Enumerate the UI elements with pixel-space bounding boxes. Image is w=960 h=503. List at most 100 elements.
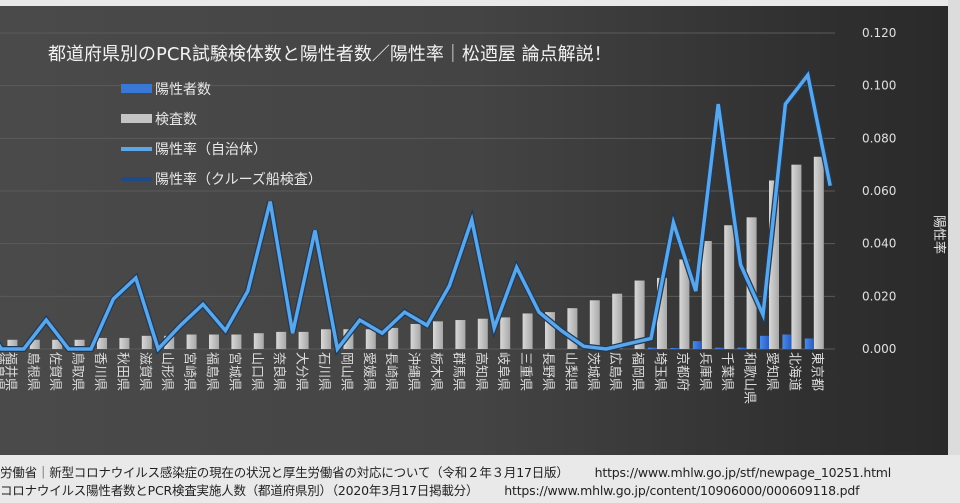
- x-tick-label: 福岡県: [630, 352, 645, 391]
- x-tick-label: 大分県: [294, 352, 309, 391]
- tests-bar: [679, 259, 690, 349]
- x-tick-label: 三重県: [518, 352, 534, 391]
- x-tick-label: 島根県: [25, 352, 40, 391]
- x-tick-label: 東京都: [809, 352, 825, 391]
- positive-bar: [692, 341, 702, 349]
- tests-bar: [298, 331, 309, 349]
- positive-bars: [648, 334, 814, 349]
- legend-swatch: [121, 147, 152, 151]
- positive-bar: [670, 348, 680, 349]
- tests-bar: [612, 293, 623, 349]
- y-tick-label: 0.120: [862, 26, 896, 40]
- tests-bar: [724, 225, 735, 349]
- x-tick-label: 石川県: [316, 352, 331, 391]
- tests-bar: [321, 329, 331, 349]
- x-tick-label: 長野県: [540, 352, 555, 391]
- x-tick-label: 香川県: [92, 352, 107, 391]
- y-tick-label: 0.080: [862, 131, 896, 145]
- legend-swatch: [121, 84, 152, 93]
- tests-bar: [545, 312, 555, 349]
- page-edge: [948, 0, 960, 455]
- x-tick-label: 佐賀県: [47, 352, 62, 391]
- x-tick-label: 茨城県: [585, 352, 600, 391]
- tests-bar: [433, 321, 443, 349]
- source-1-url[interactable]: https://www.mhlw.go.jp/stf/newpage_10251…: [594, 465, 892, 480]
- x-tick-label: 愛媛県: [361, 352, 376, 391]
- positive-bar: [760, 335, 769, 349]
- y-tick-label: 0.060: [862, 184, 896, 198]
- x-tick-label: 和歌山県: [742, 352, 757, 404]
- x-tick-label: 京都府: [674, 352, 689, 391]
- tests-bar: [253, 333, 264, 349]
- chart: 0.120 0.100 0.080 0.060 0.040 0.020 0.000 福井県島…: [0, 26, 896, 405]
- tests-bar: [813, 156, 824, 349]
- tests-bar: [52, 339, 63, 349]
- x-tick-label: 高知県: [473, 352, 489, 391]
- chart-title: 都道府県別のPCR試験検体数と陽性者数／陽性率｜松迺屋 論点解説！: [48, 44, 612, 65]
- x-tick-label: 埼玉県: [652, 352, 667, 391]
- tests-bar: [634, 280, 645, 349]
- tests-bar: [657, 277, 667, 349]
- x-tick-label: 兵庫県: [697, 352, 712, 391]
- tests-bar: [455, 320, 466, 349]
- x-tick-label: 福井県: [2, 352, 17, 391]
- x-tick-label: 沖縄県: [406, 352, 421, 391]
- tests-bar: [276, 331, 287, 349]
- legend-item: 検査数: [121, 112, 197, 128]
- x-tick-label: 福島県: [204, 352, 219, 391]
- tests-bar: [791, 164, 802, 349]
- tests-bar: [74, 339, 85, 349]
- y-tick-label: 0.000: [862, 342, 896, 356]
- tests-bar: [29, 339, 40, 349]
- tests-bar: [7, 339, 18, 349]
- tests-bar: [164, 335, 175, 349]
- tests-bar: [477, 318, 488, 349]
- x-tick-label: 広島県: [607, 352, 622, 391]
- source-1-text: 労働省｜新型コロナウイルス感染症の現在の状況と厚生労働省の対応について（令和２年…: [0, 465, 569, 480]
- x-tick-label: 栃木県: [428, 352, 443, 391]
- legend-item: 陽性者数: [121, 82, 211, 98]
- tests-bar: [97, 337, 107, 349]
- source-line-1: 労働省｜新型コロナウイルス感染症の現在の状況と厚生労働省の対応について（令和２年…: [0, 462, 960, 481]
- x-tick-label: 宮崎県: [182, 352, 198, 391]
- tests-bar: [388, 327, 399, 349]
- positivity-line-path: [0, 71, 832, 354]
- x-tick-label: 秋田県: [114, 352, 129, 391]
- legend-swatch: [121, 177, 152, 181]
- svg-text:陽性者数: 陽性者数: [155, 82, 211, 98]
- x-tick-label: 北海道: [786, 352, 801, 391]
- x-tick-label: 奈良県: [271, 352, 287, 391]
- tests-bar: [567, 308, 578, 349]
- x-axis-labels: 福井県 島根県 佐賀県 鳥取県 香川県 秋田県 滋賀県 山形県 宮崎県 福島県 宮城県 山口県 奈良県大…: [0, 352, 825, 404]
- tests-bar: [231, 334, 242, 349]
- source-2-url[interactable]: https://www.mhlw.go.jp/content/10906000/…: [504, 483, 860, 498]
- x-tick-label: 愛知県: [764, 352, 780, 391]
- svg-text:陽性率（クルーズ船検査）: 陽性率（クルーズ船検査）: [155, 171, 322, 188]
- x-tick-label: 徳島県: [0, 352, 5, 391]
- tests-bar: [365, 329, 376, 349]
- x-tick-label: 宮城県: [226, 352, 242, 391]
- y-tick-label: 0.100: [862, 79, 896, 93]
- x-tick-label: 岡山県: [338, 352, 353, 391]
- positive-bar: [737, 347, 747, 349]
- legend-item: 陽性率（クルーズ船検査）: [121, 171, 322, 188]
- positive-bar: [782, 334, 792, 349]
- tests-bar: [522, 313, 533, 349]
- x-tick-label: 山口県: [249, 352, 264, 391]
- tests-bar: [141, 335, 152, 349]
- x-tick-label: 岐阜県: [495, 352, 511, 391]
- positive-bar: [715, 347, 725, 349]
- right-axis-ticks: 0.120 0.100 0.080 0.060 0.040 0.020 0.000: [862, 26, 896, 356]
- y-tick-label: 0.020: [862, 289, 896, 303]
- x-tick-label: 山梨県: [562, 352, 577, 391]
- x-tick-label: 群馬県: [450, 352, 465, 391]
- tests-bar: [209, 334, 219, 349]
- tests-bar: [119, 337, 130, 349]
- tests-bar: [769, 180, 779, 349]
- positive-bar: [804, 338, 814, 349]
- svg-text:陽性率（自治体）: 陽性率（自治体）: [155, 141, 267, 158]
- positive-bar: [648, 347, 657, 349]
- x-tick-label: 滋賀県: [137, 352, 152, 391]
- x-tick-label: 長崎県: [383, 352, 398, 391]
